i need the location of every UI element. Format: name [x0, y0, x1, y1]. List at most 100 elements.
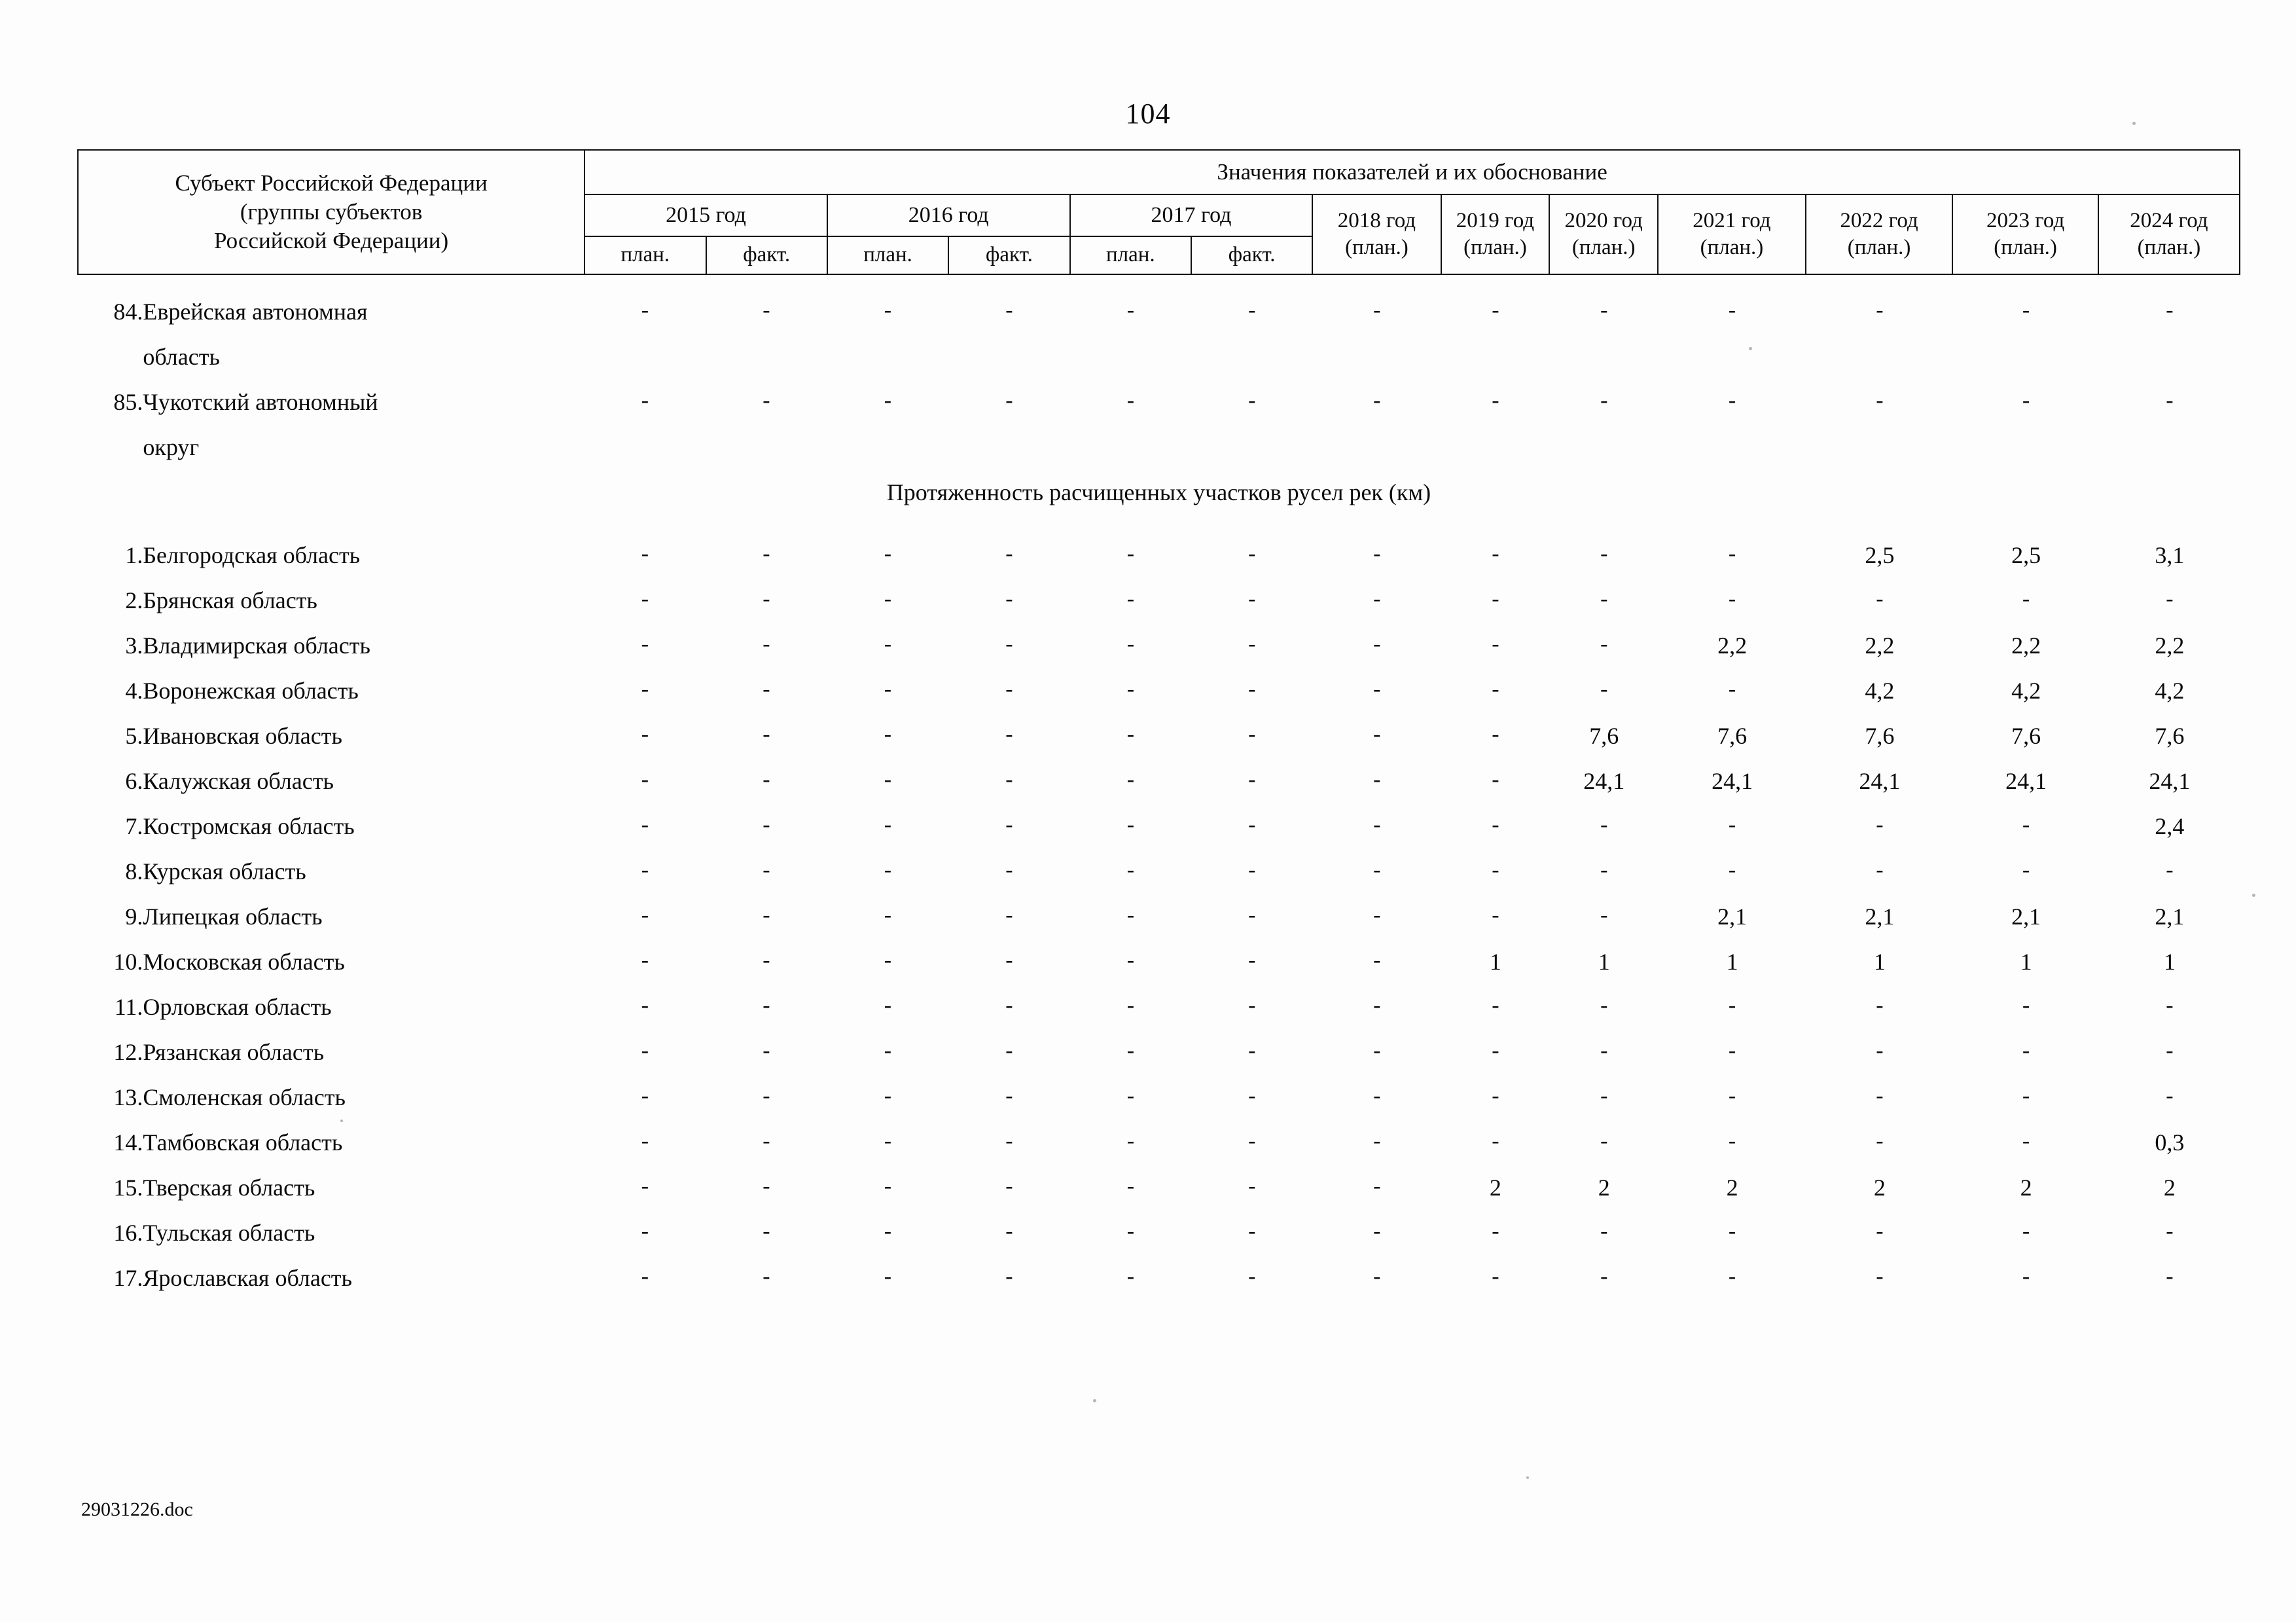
cell-value: 7,6	[2011, 723, 2041, 749]
cell-value: -	[1492, 388, 1499, 412]
header-year-2020-label: 2020 год	[1564, 208, 1643, 232]
cell-value: -	[884, 587, 892, 611]
cell-value: -	[1876, 993, 1884, 1017]
cell-value: -	[641, 993, 649, 1017]
cell-value: -	[1492, 722, 1499, 746]
cell-value: -	[1373, 388, 1381, 412]
header-year-2022-sub: (план.)	[1847, 236, 1911, 259]
cell-value: -	[1492, 1264, 1499, 1288]
table-row: 11. Орловская область - - - - - - - - - - - - -	[77, 993, 2240, 1038]
header-year-2019: 2019 год (план.)	[1440, 194, 1551, 275]
cell-value: 1	[1598, 949, 1610, 975]
cell-value: -	[1876, 298, 1884, 322]
cell-value: -	[762, 1264, 770, 1288]
header-2015-plan: план.	[584, 236, 707, 275]
cell-value: -	[1373, 993, 1381, 1017]
cell-value: -	[1492, 812, 1499, 837]
cell-value: -	[1876, 388, 1884, 412]
cell-value: -	[1373, 767, 1381, 792]
footer-filename: 29031226.doc	[81, 1499, 193, 1520]
cell-value: -	[1126, 541, 1135, 566]
cell-value: -	[2022, 1264, 2030, 1288]
cell-value: -	[2022, 1084, 2030, 1108]
row-number: 5.	[125, 723, 143, 749]
cell-value: -	[762, 903, 770, 927]
indicator-table-body: 84. Еврейская автономная - - - - - - - - - - - - - обла…	[77, 298, 2240, 1309]
cell-value: -	[762, 388, 770, 412]
row-name: Рязанская область	[143, 1039, 325, 1065]
cell-value: -	[1005, 948, 1013, 972]
cell-value: 24,1	[1583, 768, 1625, 794]
row-name: Липецкая область	[143, 903, 323, 930]
cell-value: -	[762, 677, 770, 701]
cell-value: -	[641, 541, 649, 566]
cell-value: -	[762, 1174, 770, 1198]
row-number: 13.	[113, 1084, 143, 1110]
header-2015-fact: факт.	[705, 236, 828, 275]
cell-value: -	[1005, 903, 1013, 927]
table-row: 9. Липецкая область - - - - - - - - - 2,1 2,1 2,1 2,1	[77, 903, 2240, 948]
row-name: Ярославская область	[143, 1265, 352, 1291]
cell-value: -	[1126, 1038, 1135, 1063]
cell-value: -	[641, 677, 649, 701]
cell-value: -	[1492, 1038, 1499, 1063]
cell-value: -	[641, 388, 649, 412]
header-year-2015: 2015 год	[584, 194, 828, 237]
cell-value: -	[884, 632, 892, 656]
row-name: Белгородская область	[143, 542, 361, 568]
header-row-1: Субъект Российской Федерации (группы суб…	[77, 149, 2240, 275]
cell-value: 2,5	[1865, 542, 1895, 568]
scan-speck	[2252, 894, 2255, 897]
cell-value: 2	[1873, 1175, 1886, 1201]
header-year-2020: 2020 год (план.)	[1549, 194, 1659, 275]
cell-value: -	[1248, 1084, 1256, 1108]
cell-value: -	[884, 722, 892, 746]
cell-value: -	[641, 1129, 649, 1153]
cell-value: -	[1600, 812, 1608, 837]
header-year-2024: 2024 год (план.)	[2097, 194, 2241, 275]
row-number: 10.	[113, 949, 143, 975]
cell-value: -	[1373, 1219, 1381, 1243]
cell-value: -	[1728, 993, 1736, 1017]
cell-value: -	[1005, 858, 1013, 882]
cell-value: -	[2166, 1084, 2174, 1108]
cell-value: 2	[1489, 1175, 1501, 1201]
cell-value: -	[1005, 1084, 1013, 1108]
cell-value: -	[1126, 1264, 1135, 1288]
cell-value: -	[762, 1038, 770, 1063]
row-name: Костромская область	[143, 813, 355, 839]
cell-value: -	[1248, 632, 1256, 656]
cell-value: -	[762, 812, 770, 837]
cell-value: 2	[1726, 1175, 1738, 1201]
section-title: Протяженность расчищенных участков русел…	[886, 479, 1431, 505]
cell-value: -	[1600, 1219, 1608, 1243]
row-number: 9.	[125, 903, 143, 930]
cell-value: -	[762, 858, 770, 882]
cell-value: -	[1126, 677, 1135, 701]
cell-value: -	[1126, 767, 1135, 792]
cell-value: 2,1	[1865, 903, 1895, 930]
cell-value: 24,1	[1859, 768, 1901, 794]
cell-value: 2,1	[1717, 903, 1748, 930]
scan-speck	[2132, 122, 2136, 125]
cell-value: -	[1492, 1129, 1499, 1153]
cell-value: -	[1728, 388, 1736, 412]
cell-value: -	[884, 677, 892, 701]
table-row: 13. Смоленская область - - - - - - - - - - - - -	[77, 1084, 2240, 1129]
table-row: 16. Тульская область - - - - - - - - - - - - -	[77, 1219, 2240, 1264]
row-name: Ивановская область	[143, 723, 342, 749]
section-title-row: Протяженность расчищенных участков русел…	[77, 479, 2240, 541]
scan-speck	[1526, 1476, 1529, 1479]
row-number: 8.	[125, 858, 143, 884]
cell-value: -	[641, 1219, 649, 1243]
cell-value: -	[1005, 388, 1013, 412]
row-name: Воронежская область	[143, 678, 359, 704]
cell-value: -	[2022, 587, 2030, 611]
page-number: 104	[1125, 98, 1171, 130]
row-name-line2: округ	[143, 434, 200, 460]
cell-value: -	[1492, 541, 1499, 566]
table-row: 7. Костромская область - - - - - - - - - - - - 2,4	[77, 812, 2240, 858]
cell-value: -	[1876, 1219, 1884, 1243]
cell-value: -	[1248, 1174, 1256, 1198]
